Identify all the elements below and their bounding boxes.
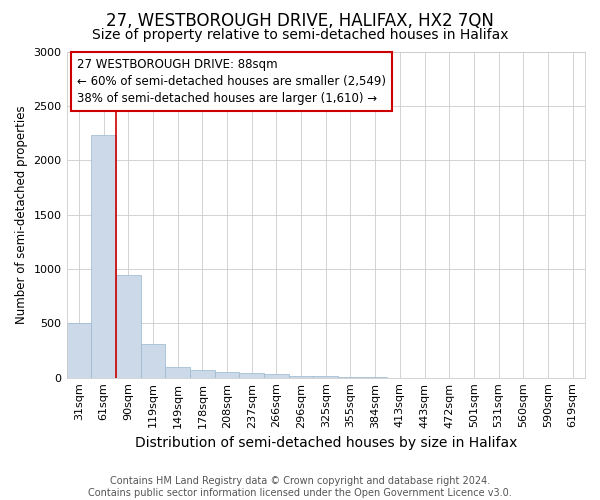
Text: Contains HM Land Registry data © Crown copyright and database right 2024.
Contai: Contains HM Land Registry data © Crown c… [88, 476, 512, 498]
Bar [91, 135, 116, 378]
Bar [289, 376, 313, 378]
Bar [140, 344, 165, 378]
Bar [264, 374, 289, 378]
Bar [190, 370, 215, 378]
Bar [363, 377, 388, 378]
Text: Size of property relative to semi-detached houses in Halifax: Size of property relative to semi-detach… [92, 28, 508, 42]
Text: 27, WESTBOROUGH DRIVE, HALIFAX, HX2 7QN: 27, WESTBOROUGH DRIVE, HALIFAX, HX2 7QN [106, 12, 494, 30]
Bar [215, 372, 239, 378]
X-axis label: Distribution of semi-detached houses by size in Halifax: Distribution of semi-detached houses by … [134, 436, 517, 450]
Bar [165, 367, 190, 378]
Bar [116, 276, 140, 378]
Y-axis label: Number of semi-detached properties: Number of semi-detached properties [15, 106, 28, 324]
Text: 27 WESTBOROUGH DRIVE: 88sqm
← 60% of semi-detached houses are smaller (2,549)
38: 27 WESTBOROUGH DRIVE: 88sqm ← 60% of sem… [77, 58, 386, 105]
Bar [338, 377, 363, 378]
Bar [239, 374, 264, 378]
Bar [67, 324, 91, 378]
Bar [313, 376, 338, 378]
